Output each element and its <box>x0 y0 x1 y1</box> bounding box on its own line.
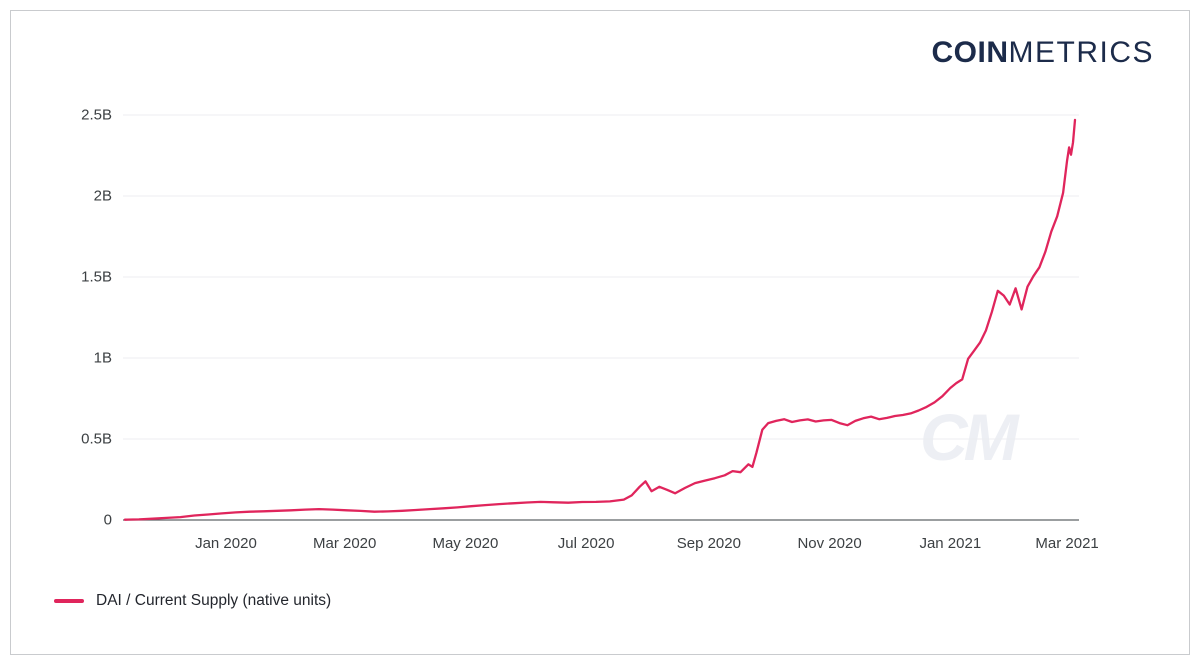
x-tick-label: Jan 2021 <box>919 535 981 552</box>
y-tick-label: 2.5B <box>81 107 112 124</box>
x-tick-label: Sep 2020 <box>677 535 741 552</box>
legend-line-swatch <box>54 599 84 603</box>
y-tick-label: 0.5B <box>81 431 112 448</box>
y-tick-label: 0 <box>104 512 112 529</box>
legend-item-dai[interactable]: DAI / Current Supply (native units) <box>54 592 331 610</box>
y-tick-label: 1.5B <box>81 269 112 286</box>
x-tick-label: May 2020 <box>432 535 498 552</box>
cm-watermark: CM <box>920 400 1019 474</box>
x-tick-label: Jul 2020 <box>558 535 615 552</box>
coinmetrics-logo: COINMETRICS <box>932 38 1155 68</box>
x-tick-label: Mar 2021 <box>1035 535 1098 552</box>
x-tick-label: Nov 2020 <box>797 535 861 552</box>
y-tick-label: 2B <box>94 188 112 205</box>
legend-label: DAI / Current Supply (native units) <box>96 592 332 609</box>
x-tick-label: Jan 2020 <box>195 535 257 552</box>
logo-coin-text: COIN <box>931 36 1009 69</box>
series-line-dai <box>123 118 1077 521</box>
y-tick-label: 1B <box>94 350 112 367</box>
x-tick-label: Mar 2020 <box>313 535 376 552</box>
logo-metrics-text: METRICS <box>1008 36 1154 69</box>
chart-frame <box>10 10 1190 655</box>
